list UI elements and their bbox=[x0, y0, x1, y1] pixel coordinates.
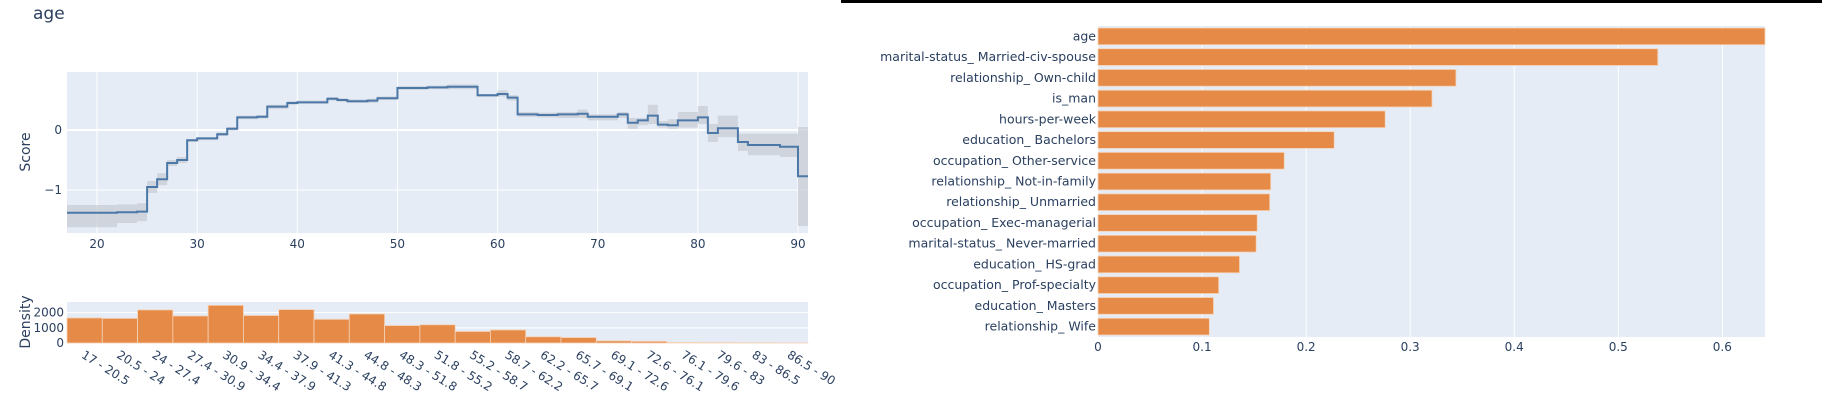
x-tick-label: 60 bbox=[490, 237, 505, 250]
confidence-band bbox=[717, 115, 738, 138]
feature-label: relationship_ Not-in-family bbox=[931, 174, 1096, 189]
feature-label: age bbox=[1073, 28, 1097, 43]
x-tick-label: 50 bbox=[390, 237, 405, 250]
density-bar[interactable] bbox=[595, 340, 632, 344]
confidence-band bbox=[67, 205, 103, 228]
feature-label: education_ HS-grad bbox=[973, 256, 1096, 271]
density-bar[interactable] bbox=[243, 315, 280, 344]
density-bar[interactable] bbox=[313, 318, 350, 344]
density-bar[interactable] bbox=[525, 336, 562, 344]
feature-title: age bbox=[33, 4, 65, 24]
importance-bar[interactable] bbox=[1097, 27, 1766, 46]
density-bar[interactable] bbox=[384, 325, 421, 344]
x-tick-label: 0 bbox=[1094, 340, 1102, 354]
density-bar[interactable] bbox=[560, 337, 597, 344]
feature-label: relationship_ Own-child bbox=[950, 70, 1096, 85]
importance-bar[interactable] bbox=[1097, 234, 1257, 253]
importance-bar[interactable] bbox=[1097, 110, 1386, 129]
density-bar[interactable] bbox=[137, 309, 174, 344]
y-tick-label: 2000 bbox=[33, 306, 64, 320]
x-tick-label: 70 bbox=[590, 237, 605, 250]
density-bar[interactable] bbox=[666, 341, 703, 344]
importance-bar[interactable] bbox=[1097, 131, 1335, 149]
density-bar[interactable] bbox=[419, 324, 456, 344]
y-tick-label: −1 bbox=[44, 183, 62, 197]
confidence-band bbox=[667, 119, 678, 129]
x-tick-label: 0.3 bbox=[1401, 340, 1420, 354]
score-plot[interactable]: 20 30 40 50 60 70 80 90 0 −1 Score bbox=[0, 0, 830, 250]
y-tick-label: 0 bbox=[56, 336, 64, 350]
density-bar[interactable] bbox=[278, 309, 315, 344]
x-tick-label: 90 bbox=[790, 237, 805, 250]
score-plot-area bbox=[67, 72, 808, 233]
importance-bar[interactable] bbox=[1097, 276, 1220, 294]
x-tick-label: 0.4 bbox=[1505, 340, 1524, 354]
x-tick-label: 0.2 bbox=[1297, 340, 1316, 354]
score-line bbox=[67, 85, 808, 214]
confidence-band bbox=[697, 106, 708, 124]
importance-bar[interactable] bbox=[1097, 151, 1285, 170]
importance-plot[interactable]: 0 0.1 0.2 0.3 0.4 0.5 0.6 age marital-status_ Ma… bbox=[840, 0, 1822, 405]
feature-label: occupation_ Prof-specialty bbox=[933, 277, 1097, 292]
y-axis-title: Score bbox=[18, 132, 34, 171]
x-tick-label: 0.5 bbox=[1609, 340, 1628, 354]
feature-label: occupation_ Other-service bbox=[933, 153, 1096, 168]
feature-label: relationship_ Wife bbox=[985, 319, 1097, 334]
importance-bar[interactable] bbox=[1097, 255, 1240, 274]
density-bar[interactable] bbox=[101, 317, 138, 344]
density-bar[interactable] bbox=[207, 304, 244, 344]
confidence-band bbox=[117, 204, 138, 223]
x-tick-label: 30 bbox=[190, 237, 205, 250]
y-tick-label: 0 bbox=[54, 123, 62, 137]
importance-bar[interactable] bbox=[1097, 172, 1272, 191]
x-tick-label: 0.6 bbox=[1713, 340, 1732, 354]
importance-bar[interactable] bbox=[1097, 214, 1258, 232]
density-bar[interactable] bbox=[631, 340, 668, 344]
feature-label: education_ Bachelors bbox=[962, 132, 1096, 147]
density-bar[interactable] bbox=[454, 331, 491, 344]
top-border bbox=[841, 0, 1822, 3]
importance-bar[interactable] bbox=[1097, 89, 1433, 108]
confidence-band bbox=[102, 205, 118, 228]
importance-bar[interactable] bbox=[1097, 317, 1210, 336]
confidence-band bbox=[779, 133, 798, 157]
x-tick-label: 20 bbox=[89, 237, 104, 250]
x-tick-label: 0.1 bbox=[1193, 340, 1212, 354]
confidence-band bbox=[637, 118, 648, 126]
feature-label: is_man bbox=[1052, 91, 1096, 106]
confidence-band bbox=[647, 104, 658, 124]
importance-bar[interactable] bbox=[1097, 297, 1214, 315]
feature-label: education_ Masters bbox=[975, 298, 1096, 313]
y-axis-title: Density bbox=[18, 295, 34, 348]
importance-bar[interactable] bbox=[1097, 69, 1457, 87]
feature-label: marital-status_ Married-civ-spouse bbox=[880, 49, 1096, 64]
density-bar[interactable] bbox=[66, 317, 103, 344]
density-bar[interactable] bbox=[490, 329, 527, 344]
y-tick-label: 1000 bbox=[33, 321, 64, 335]
importance-bar[interactable] bbox=[1097, 193, 1271, 212]
x-tick-label: 40 bbox=[290, 237, 305, 250]
feature-label: marital-status_ Never-married bbox=[908, 236, 1096, 251]
importance-bar[interactable] bbox=[1097, 48, 1659, 66]
x-tick-label: 80 bbox=[690, 237, 705, 250]
density-bar[interactable] bbox=[348, 313, 385, 344]
feature-label: hours-per-week bbox=[999, 111, 1097, 126]
density-bar[interactable] bbox=[172, 315, 209, 344]
feature-label: relationship_ Unmarried bbox=[946, 194, 1096, 209]
feature-label: occupation_ Exec-managerial bbox=[912, 215, 1096, 230]
